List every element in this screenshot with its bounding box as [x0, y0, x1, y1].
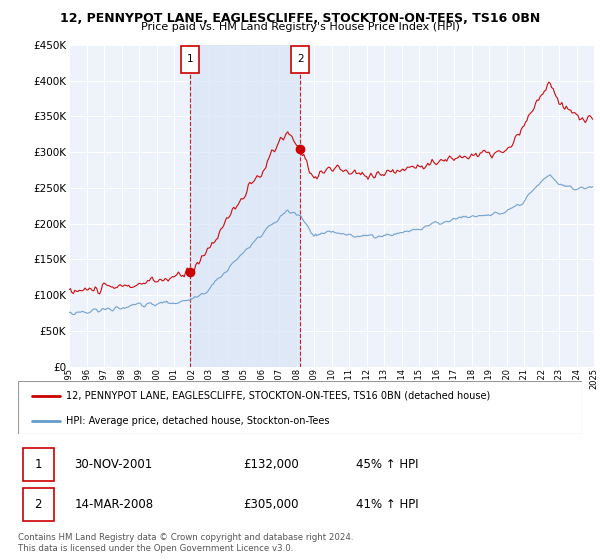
FancyBboxPatch shape — [23, 447, 53, 480]
Text: 12, PENNYPOT LANE, EAGLESCLIFFE, STOCKTON-ON-TEES, TS16 0BN: 12, PENNYPOT LANE, EAGLESCLIFFE, STOCKTO… — [60, 12, 540, 25]
FancyBboxPatch shape — [23, 488, 53, 521]
Text: 2: 2 — [297, 54, 304, 64]
FancyBboxPatch shape — [181, 45, 199, 73]
Text: 30-NOV-2001: 30-NOV-2001 — [74, 458, 152, 470]
Text: £305,000: £305,000 — [244, 498, 299, 511]
Text: 1: 1 — [34, 458, 42, 470]
Text: 45% ↑ HPI: 45% ↑ HPI — [356, 458, 419, 470]
Text: £132,000: £132,000 — [244, 458, 299, 470]
Text: HPI: Average price, detached house, Stockton-on-Tees: HPI: Average price, detached house, Stoc… — [66, 416, 329, 426]
Bar — [190, 45, 300, 367]
Text: 2: 2 — [34, 498, 42, 511]
Text: Contains HM Land Registry data © Crown copyright and database right 2024.
This d: Contains HM Land Registry data © Crown c… — [18, 533, 353, 553]
Text: 41% ↑ HPI: 41% ↑ HPI — [356, 498, 419, 511]
Text: 1: 1 — [187, 54, 193, 64]
FancyBboxPatch shape — [292, 45, 309, 73]
Text: Price paid vs. HM Land Registry's House Price Index (HPI): Price paid vs. HM Land Registry's House … — [140, 22, 460, 32]
Text: 14-MAR-2008: 14-MAR-2008 — [74, 498, 154, 511]
Text: 12, PENNYPOT LANE, EAGLESCLIFFE, STOCKTON-ON-TEES, TS16 0BN (detached house): 12, PENNYPOT LANE, EAGLESCLIFFE, STOCKTO… — [66, 391, 490, 401]
